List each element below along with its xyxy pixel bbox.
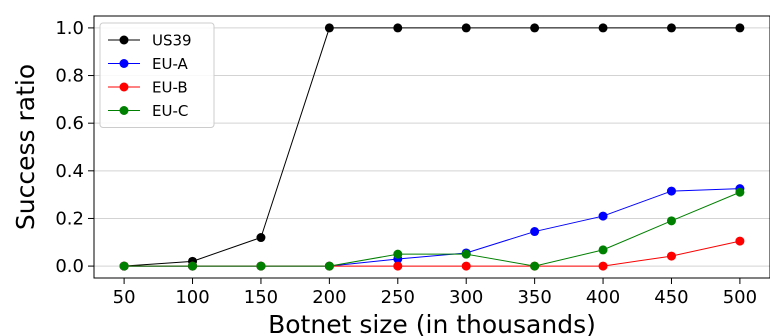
legend-label: EU-A (152, 55, 189, 73)
data-point (666, 216, 676, 226)
y-tick-label: 0.6 (55, 113, 84, 134)
legend-marker (119, 106, 129, 115)
series-line (124, 240, 741, 267)
data-point (461, 249, 471, 259)
legend: US39 EU-A EU-B EU-C (99, 22, 215, 128)
plot-frame (93, 15, 770, 279)
data-point (393, 23, 403, 33)
data-point (530, 227, 540, 237)
data-point (735, 236, 745, 246)
data-point (666, 251, 676, 261)
series-us39 (119, 23, 745, 271)
legend-label: EU-B (152, 79, 188, 97)
series-line (124, 27, 740, 267)
x-axis-ticks: 50 100 150 200 250 300 350 400 450 500 (113, 278, 757, 308)
series-eu-c (119, 187, 745, 271)
legend-label: US39 (152, 32, 192, 50)
data-point (393, 261, 403, 271)
legend-entry: EU-A (108, 55, 189, 73)
x-axis-title: Botnet size (in thousands) (268, 310, 596, 336)
x-tick-label: 200 (312, 287, 346, 308)
data-point (188, 261, 198, 271)
data-point (461, 261, 471, 271)
x-tick-label: 50 (113, 287, 136, 308)
x-tick-label: 300 (449, 287, 483, 308)
legend-box (99, 22, 215, 128)
data-point (735, 187, 745, 197)
data-point (324, 261, 334, 271)
x-tick-label: 450 (654, 287, 688, 308)
x-tick-label: 500 (723, 287, 757, 308)
x-tick-label: 400 (586, 287, 620, 308)
x-tick-label: 150 (244, 287, 278, 308)
x-tick-label: 100 (175, 287, 209, 308)
y-tick-label: 0.2 (55, 208, 84, 229)
legend-marker (119, 35, 129, 45)
data-point (735, 23, 745, 33)
legend-marker (119, 59, 129, 68)
series-line (124, 191, 741, 267)
y-tick-label: 0.0 (55, 256, 84, 277)
data-point (666, 23, 676, 33)
x-tick-label: 350 (517, 287, 551, 308)
y-tick-label: 1.0 (55, 18, 84, 39)
data-point (530, 23, 540, 33)
legend-entry: EU-B (108, 79, 188, 97)
series-group (119, 23, 745, 271)
data-point (530, 261, 540, 271)
series-eu-a (119, 184, 745, 271)
y-axis-ticks: 0.0 0.2 0.4 0.6 0.8 1.0 (55, 18, 94, 277)
y-tick-label: 0.4 (55, 161, 84, 182)
data-point (256, 233, 266, 243)
data-point (461, 23, 471, 33)
y-axis-title: Success ratio (11, 64, 40, 230)
data-point (119, 261, 129, 271)
data-point (256, 261, 266, 271)
data-point (598, 245, 608, 255)
data-point (393, 249, 403, 259)
data-point (666, 186, 676, 196)
legend-entry: EU-C (108, 102, 188, 120)
y-tick-label: 0.8 (55, 66, 84, 87)
data-point (324, 23, 334, 33)
data-point (598, 211, 608, 221)
legend-label: EU-C (152, 102, 188, 120)
data-point (598, 261, 608, 271)
legend-entry: US39 (108, 32, 192, 50)
legend-marker (119, 82, 129, 92)
data-point (598, 23, 608, 33)
x-tick-label: 250 (381, 287, 415, 308)
